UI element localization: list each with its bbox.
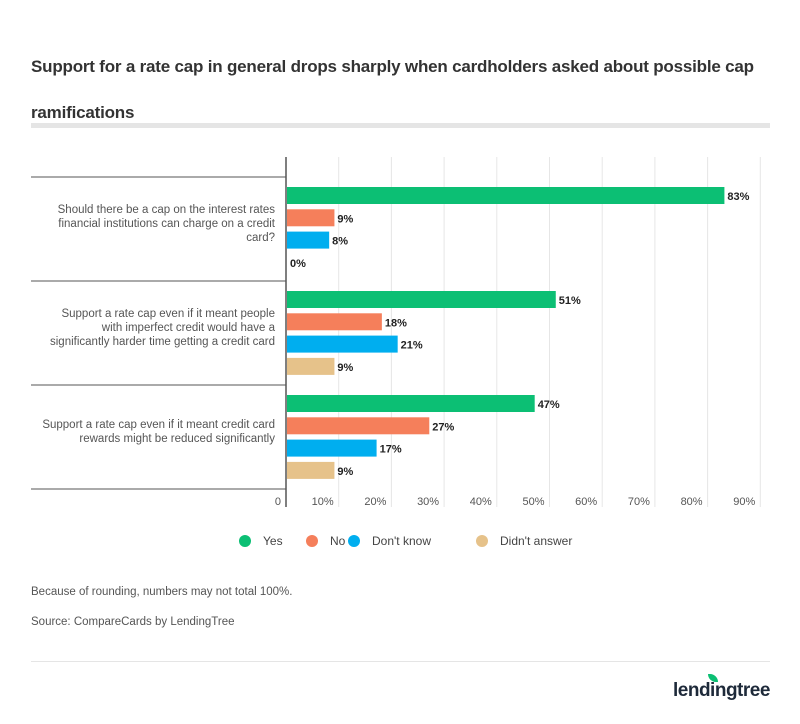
x-tick-label: 0: [275, 496, 281, 508]
data-label: 27%: [432, 421, 454, 433]
category-label: with imperfect credit would have a: [101, 322, 276, 334]
bar-don-t-know: [287, 335, 398, 353]
data-label: 83%: [727, 191, 749, 203]
source-note: Source: CompareCards by LendingTree: [31, 616, 235, 628]
data-label: 18%: [385, 317, 407, 329]
data-label: 9%: [337, 466, 353, 478]
x-tick-label: 20%: [364, 496, 386, 508]
x-tick-label: 80%: [681, 496, 703, 508]
rounding-note: Because of rounding, numbers may not tot…: [31, 586, 293, 598]
x-tick-label: 70%: [628, 496, 650, 508]
data-label: 21%: [401, 340, 423, 352]
category-label: Support a rate cap even if it meant peop…: [61, 308, 275, 320]
category-label: Support a rate cap even if it meant cred…: [42, 419, 275, 431]
bar-chart: 0 10% 20% 30% 40% 50% 60% 70% 80% 90% Should there…: [31, 157, 761, 548]
x-tick-label: 40%: [470, 496, 492, 508]
bar-yes: [287, 291, 556, 308]
legend-marker: [348, 535, 360, 547]
bar-no: [287, 417, 430, 435]
legend-label: Didn't answer: [500, 534, 572, 548]
data-label: 47%: [538, 399, 560, 411]
x-tick-label: 30%: [417, 496, 439, 508]
x-tick-label: 60%: [575, 496, 597, 508]
x-tick-label: 10%: [312, 496, 334, 508]
category-label: significantly harder time getting a cred…: [50, 336, 275, 348]
legend-marker: [239, 535, 251, 547]
legend-label: Don't know: [372, 534, 431, 548]
footer-divider: [31, 661, 770, 662]
category-label: rewards might be reduced significantly: [79, 433, 275, 445]
legend-marker: [476, 535, 488, 547]
bar-yes: [287, 187, 725, 204]
bar-don-t-know: [287, 231, 330, 249]
title-divider: [31, 123, 770, 128]
bar-no: [287, 209, 335, 227]
data-label: 9%: [337, 362, 353, 374]
category-label: card?: [246, 232, 275, 244]
x-tick-label: 50%: [522, 496, 544, 508]
leaf-icon: [708, 674, 718, 682]
legend-label: No: [330, 534, 346, 548]
chart-title: Support for a rate cap in general drops …: [31, 57, 754, 122]
x-tick-label: 90%: [733, 496, 755, 508]
data-label: 0%: [290, 258, 306, 270]
legend-marker: [306, 535, 318, 547]
category-label: Should there be a cap on the interest ra…: [58, 204, 276, 216]
category-label: financial institutions can charge on a c…: [58, 218, 276, 230]
legend-label: Yes: [263, 534, 283, 548]
bar-didn-t-answer: [287, 461, 335, 479]
bar-don-t-know: [287, 439, 377, 457]
lendingtree-logo: lendingtree: [673, 680, 770, 701]
bar-didn-t-answer: [287, 357, 335, 375]
bar-yes: [287, 395, 535, 412]
data-label: 51%: [559, 295, 581, 307]
bar-no: [287, 313, 382, 331]
data-label: 9%: [337, 213, 353, 225]
data-label: 17%: [380, 444, 402, 456]
data-label: 8%: [332, 236, 348, 248]
